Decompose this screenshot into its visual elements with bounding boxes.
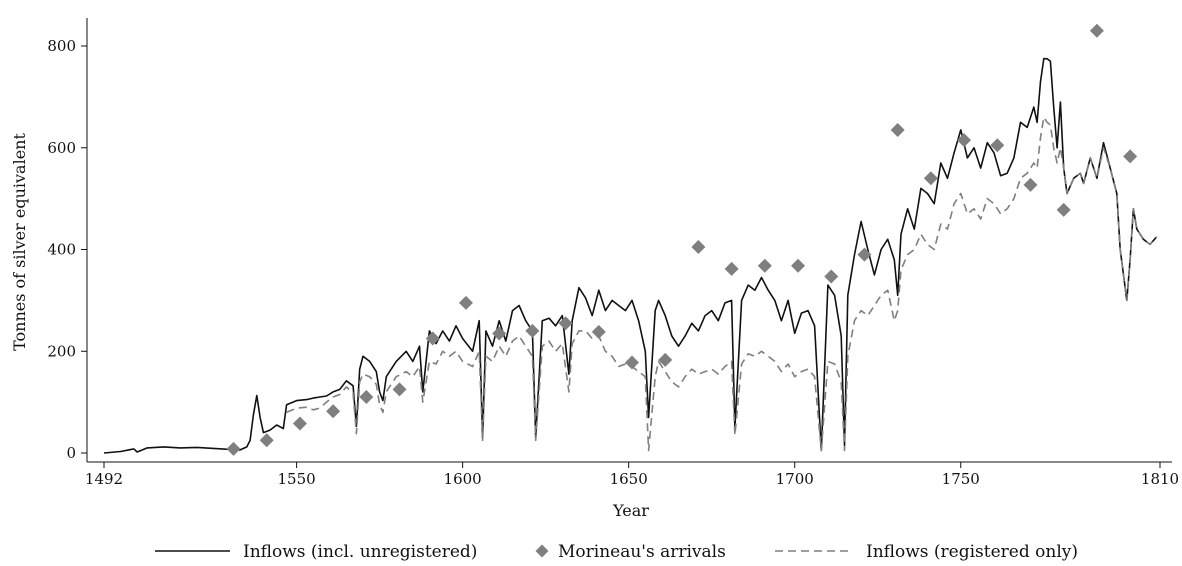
morineau-arrival-point xyxy=(691,239,706,254)
morineau-arrival-point xyxy=(957,133,972,148)
morineau-arrival-point xyxy=(1023,177,1038,192)
morineau-arrival-point xyxy=(591,324,606,339)
morineau-arrival-point xyxy=(857,247,872,262)
x-tick-label: 1550 xyxy=(278,470,316,488)
morineau-arrival-point xyxy=(259,433,274,448)
morineau-arrival-point xyxy=(890,122,905,137)
morineau-arrival-point xyxy=(658,352,673,367)
x-axis-label: Year xyxy=(612,501,649,520)
plot-area xyxy=(103,23,1158,456)
morineau-arrival-point xyxy=(923,171,938,186)
y-tick-label: 800 xyxy=(47,37,76,55)
morineau-arrival-point xyxy=(425,331,440,346)
morineau-arrival-point xyxy=(824,269,839,284)
morineau-arrival-point xyxy=(326,404,341,419)
y-tick-label: 200 xyxy=(47,342,76,360)
legend: Inflows (incl. unregistered) Morineau's a… xyxy=(155,542,1078,562)
axes: 0 200 400 600 800 1492 1550 1600 1650 1700 1750 181… xyxy=(47,18,1179,488)
legend-marker-morineau xyxy=(535,544,549,558)
legend-label: Inflows (registered only) xyxy=(866,542,1078,562)
x-tick-label: 1750 xyxy=(942,470,980,488)
morineau-arrival-point xyxy=(226,441,241,456)
morineau-arrival-point xyxy=(625,355,639,370)
series-line-inflows xyxy=(103,57,1158,454)
y-tick-label: 600 xyxy=(47,139,76,157)
x-tick-label: 1492 xyxy=(85,470,123,488)
morineau-arrival-point xyxy=(990,138,1005,153)
morineau-arrival-point xyxy=(492,326,507,341)
morineau-arrival-point xyxy=(292,416,307,431)
morineau-arrival-point xyxy=(1123,149,1138,164)
morineau-arrival-point xyxy=(458,295,473,310)
morineau-arrival-point xyxy=(1056,202,1071,217)
x-tick-label: 1650 xyxy=(610,470,648,488)
morineau-arrival-point xyxy=(359,390,374,405)
series-line-registered xyxy=(286,116,1158,452)
morineau-arrival-point xyxy=(525,323,540,338)
x-tick-label: 1600 xyxy=(444,470,482,488)
x-tick-label: 1700 xyxy=(776,470,814,488)
y-tick-label: 0 xyxy=(66,444,76,462)
morineau-arrival-point xyxy=(757,258,772,273)
morineau-arrival-point xyxy=(791,258,806,273)
morineau-arrival-point xyxy=(1089,23,1104,38)
y-tick-label: 400 xyxy=(47,241,76,259)
morineau-arrival-point xyxy=(558,316,573,331)
x-tick-label: 1810 xyxy=(1141,470,1179,488)
morineau-arrival-point xyxy=(724,261,739,276)
legend-label: Inflows (incl. unregistered) xyxy=(243,542,477,562)
morineau-arrival-point xyxy=(392,382,407,397)
y-axis-label: Tonnes of silver equivalent xyxy=(10,133,29,351)
legend-label: Morineau's arrivals xyxy=(558,542,726,562)
